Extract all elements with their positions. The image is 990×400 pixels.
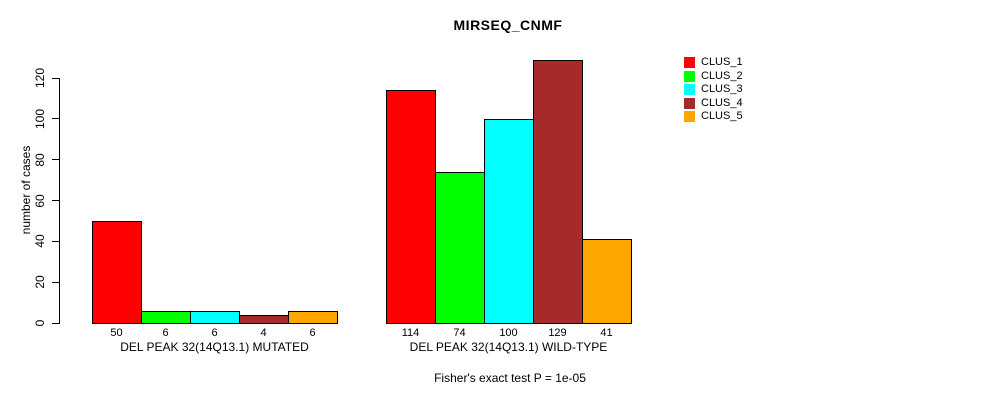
y-tick: [52, 200, 59, 201]
bar: [92, 221, 142, 324]
bar-value-label: 6: [211, 327, 218, 339]
chart-title: MIRSEQ_CNMF: [453, 17, 563, 33]
y-tick: [52, 281, 59, 283]
y-tick-label: 100: [33, 108, 47, 129]
legend-swatch: [684, 57, 695, 69]
bar: [239, 315, 289, 324]
legend-swatch: [684, 111, 695, 123]
legend-item: CLUS_5: [684, 111, 743, 123]
bar-value-label: 114: [401, 327, 420, 339]
bar: [582, 239, 632, 324]
legend-swatch: [684, 84, 695, 96]
legend-swatch: [684, 97, 695, 109]
y-tick: [52, 240, 59, 242]
y-tick: [52, 322, 59, 324]
y-tick-label: 80: [33, 152, 47, 167]
bar: [386, 90, 436, 324]
bar: [288, 311, 338, 324]
y-tick: [52, 159, 59, 161]
bar-value-label: 41: [600, 327, 613, 339]
legend: CLUS_1 CLUS_2 CLUS_3 CLUS_4 CLUS_5: [684, 57, 743, 123]
y-tick-label: 20: [33, 275, 47, 289]
legend-swatch: [684, 70, 695, 82]
bar-value-label: 6: [162, 327, 169, 339]
legend-label: CLUS_5: [701, 110, 743, 123]
bar: [484, 119, 534, 324]
y-tick: [52, 118, 59, 120]
bar: [533, 60, 583, 324]
y-tick: [52, 77, 59, 79]
y-tick-label: 40: [33, 234, 47, 249]
group-label: DEL PEAK 32(14Q13.1) WILD-TYPE: [409, 340, 608, 354]
legend-label: CLUS_2: [701, 69, 743, 82]
footnote: Fisher's exact test P = 1e-05: [434, 371, 586, 385]
legend-label: CLUS_1: [701, 56, 743, 69]
bar-value-label: 50: [110, 327, 123, 339]
bar-value-label: 129: [548, 327, 567, 339]
legend-item: CLUS_1: [684, 57, 743, 69]
y-axis-label: number of cases: [19, 145, 33, 235]
bar: [190, 311, 240, 324]
y-tick-label: 0: [33, 319, 47, 327]
bar-value-label: 100: [499, 327, 518, 339]
y-tick-label: 120: [33, 67, 47, 89]
legend-label: CLUS_4: [701, 96, 743, 109]
group-label: DEL PEAK 32(14Q13.1) MUTATED: [120, 340, 309, 354]
bar: [435, 172, 485, 324]
legend-item: CLUS_2: [684, 69, 743, 83]
bar-value-label: 4: [260, 327, 267, 339]
legend-item: CLUS_3: [684, 84, 743, 96]
legend-item: CLUS_4: [684, 96, 743, 110]
bar-value-label: 6: [309, 327, 316, 339]
y-tick-label: 60: [33, 193, 47, 208]
bar-value-label: 74: [453, 327, 466, 339]
legend-label: CLUS_3: [701, 83, 743, 96]
bar: [141, 311, 191, 324]
y-axis-line: [59, 78, 60, 324]
